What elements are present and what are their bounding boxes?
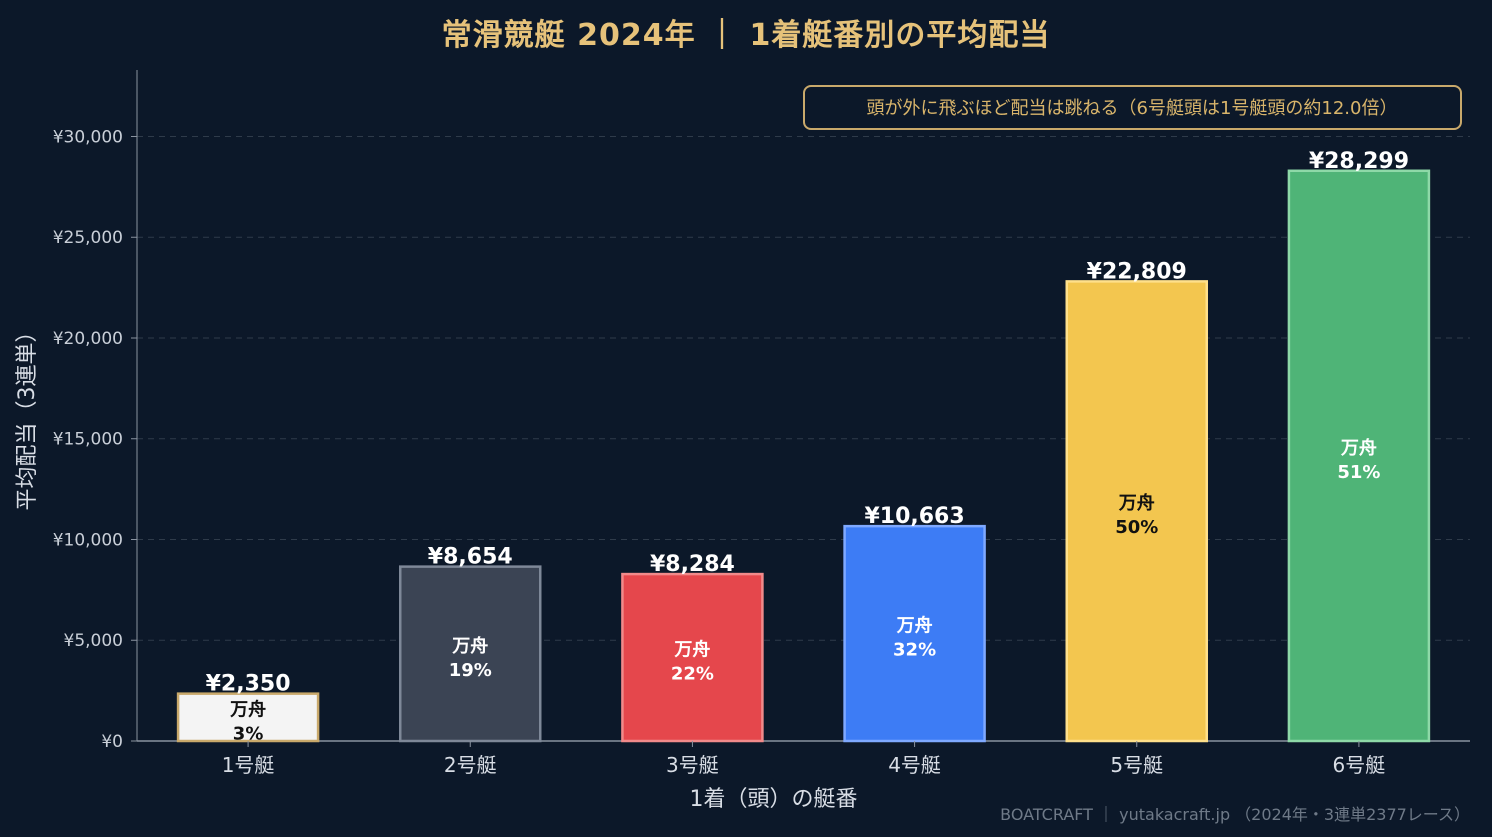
- y-axis-title: 平均配当（3連単）: [15, 321, 40, 511]
- x-axis-title: 1着（頭）の艇番: [690, 787, 858, 812]
- bar-value-label: ¥10,663: [864, 504, 964, 529]
- x-tick-label: 2号艇: [444, 753, 497, 777]
- bar-value-label: ¥8,654: [428, 545, 513, 570]
- bar-value-label: ¥8,284: [650, 552, 735, 577]
- y-tick-label: ¥15,000: [53, 430, 123, 450]
- bar-4: [843, 524, 986, 743]
- bar-5: [1065, 280, 1208, 743]
- bar-2: [399, 565, 542, 743]
- x-tick-label: 4号艇: [888, 753, 941, 777]
- bar-value-label: ¥2,350: [206, 672, 291, 697]
- bar-6: [1287, 169, 1431, 743]
- manshu-label: 万舟: [1118, 492, 1155, 514]
- manshu-label: 万舟: [451, 635, 488, 657]
- manshu-label: 万舟: [896, 615, 933, 637]
- x-tick-label: 5号艇: [1110, 753, 1163, 777]
- y-tick-label: ¥20,000: [53, 329, 123, 349]
- y-tick-label: ¥5,000: [64, 631, 123, 651]
- y-tick-label: ¥0: [101, 732, 123, 752]
- y-tick-label: ¥25,000: [53, 228, 123, 248]
- x-tick-label: 1号艇: [222, 753, 275, 777]
- manshu-rate: 51%: [1337, 462, 1380, 483]
- manshu-rate: 22%: [671, 664, 714, 685]
- manshu-label: 万舟: [1340, 437, 1377, 459]
- y-tick-label: ¥10,000: [53, 530, 123, 550]
- annotation-text: 頭が外に飛ぶほど配当は跳ねる（6号艇頭は1号艇頭の約12.0倍）: [867, 98, 1398, 119]
- manshu-rate: 3%: [233, 723, 264, 744]
- manshu-label: 万舟: [673, 639, 710, 661]
- manshu-rate: 19%: [449, 660, 492, 681]
- footer-credit: BOATCRAFT ｜ yutakacraft.jp （2024年・3連単237…: [1000, 805, 1470, 824]
- x-tick-label: 6号艇: [1333, 753, 1386, 777]
- annotation-box: [803, 85, 1462, 130]
- manshu-rate: 32%: [893, 640, 936, 661]
- manshu-label: 万舟: [229, 698, 266, 720]
- x-tick-label: 3号艇: [666, 753, 719, 777]
- bar-value-label: ¥22,809: [1087, 259, 1187, 284]
- bar-value-label: ¥28,299: [1309, 149, 1409, 174]
- manshu-rate: 50%: [1115, 517, 1158, 538]
- y-tick-label: ¥30,000: [53, 127, 123, 147]
- chart-title: 常滑競艇 2024年 ｜ 1着艇番別の平均配当: [441, 18, 1051, 53]
